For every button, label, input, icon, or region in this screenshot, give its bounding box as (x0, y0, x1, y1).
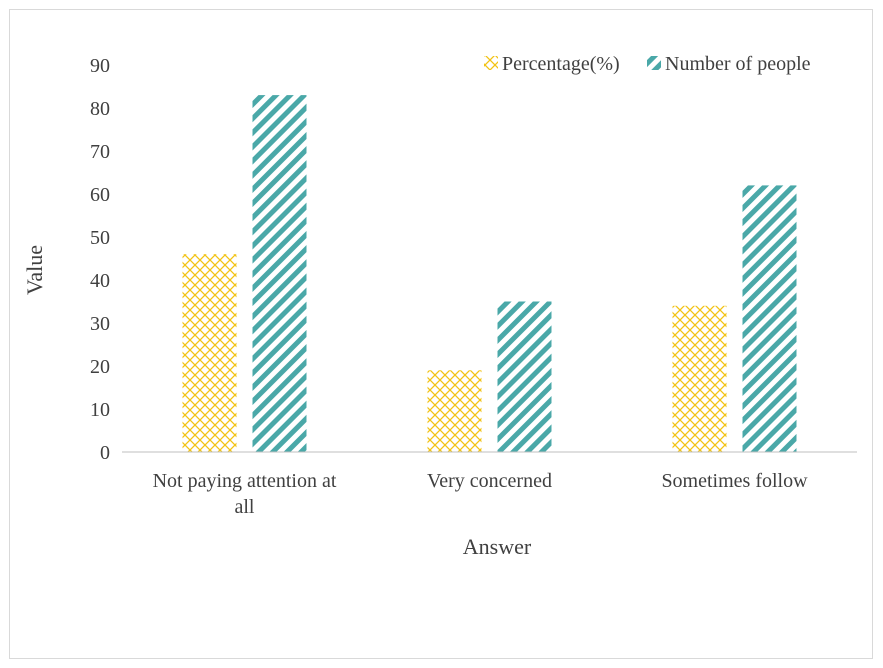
y-tick-label: 60 (90, 184, 110, 206)
x-tick-label: Not paying attention at (153, 470, 337, 492)
y-tick-label: 0 (100, 442, 110, 464)
x-axis-title: Answer (463, 534, 532, 559)
legend-swatch (647, 56, 661, 70)
bar-number-of-people-2 (742, 185, 797, 452)
bar-percentage-1 (427, 370, 482, 452)
y-tick-label: 10 (90, 399, 110, 421)
y-axis-title: Value (22, 245, 47, 295)
legend-swatch (484, 56, 498, 70)
chart-frame (9, 9, 873, 659)
legend: Percentage(%) Number of people (484, 53, 811, 75)
x-tick-label: all (235, 496, 255, 518)
legend-label: Percentage(%) (502, 53, 620, 75)
legend-label: Number of people (665, 53, 811, 75)
x-tick-label: Sometimes follow (661, 470, 808, 492)
bar-percentage-0 (182, 254, 237, 452)
y-tick-label: 40 (90, 270, 110, 292)
bar-number-of-people-1 (497, 301, 552, 452)
y-tick-label: 20 (90, 356, 110, 378)
y-tick-label: 30 (90, 313, 110, 335)
bar-number-of-people-0 (252, 95, 307, 452)
y-tick-label: 50 (90, 227, 110, 249)
y-tick-label: 90 (90, 55, 110, 77)
y-tick-label: 70 (90, 141, 110, 163)
bar-percentage-2 (672, 305, 727, 452)
x-tick-label: Very concerned (427, 470, 552, 492)
y-tick-label: 80 (90, 98, 110, 120)
